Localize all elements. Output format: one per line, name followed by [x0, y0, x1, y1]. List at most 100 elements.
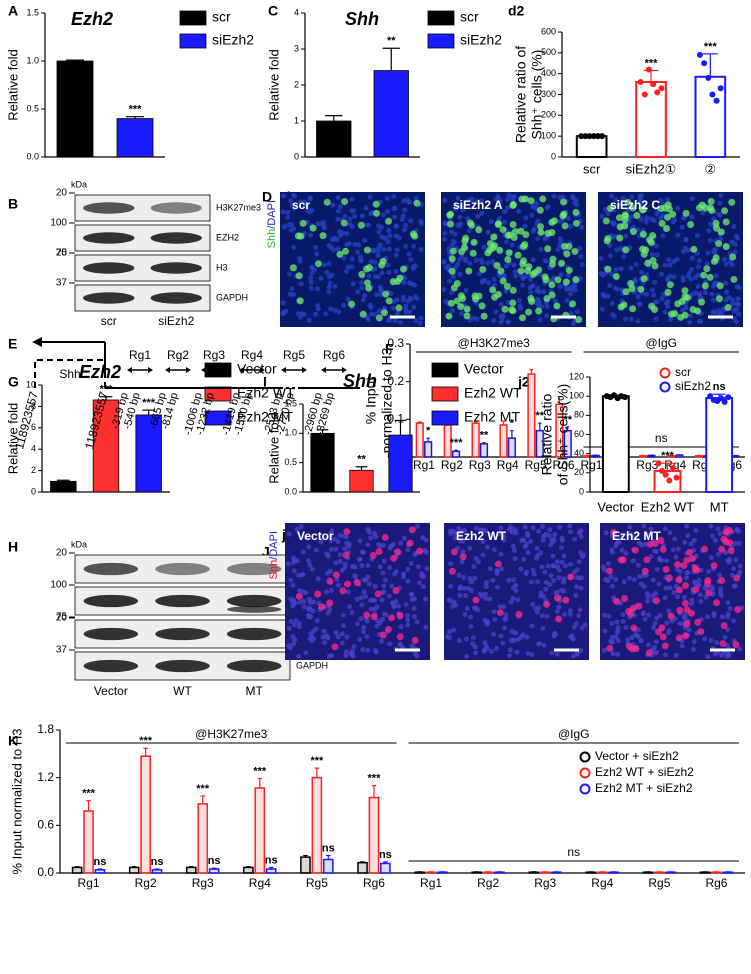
nucleus: [359, 213, 365, 219]
nucleus: [479, 197, 485, 203]
significance: *: [426, 425, 431, 437]
data-point: [590, 133, 597, 140]
data-point: [594, 133, 601, 140]
nucleus: [474, 316, 480, 322]
nucleus: [381, 558, 387, 564]
nucleus: [610, 651, 616, 657]
stained-cell: [373, 209, 381, 217]
nucleus: [473, 650, 479, 656]
nucleus: [296, 572, 302, 578]
nucleus: [324, 589, 330, 595]
nucleus: [698, 599, 704, 605]
nucleus: [502, 625, 508, 631]
stained-cell: [509, 221, 517, 229]
bar: [311, 776, 323, 874]
stained-cell: [715, 295, 723, 303]
nucleus: [704, 261, 710, 267]
nucleus: [301, 598, 307, 604]
stained-cell: [694, 618, 702, 626]
stained-cell: [535, 307, 543, 315]
nucleus: [576, 559, 582, 565]
stained-cell: [561, 222, 569, 230]
stained-cell: [665, 205, 673, 213]
blot-band: [155, 627, 210, 641]
data-point: [586, 133, 593, 140]
region-label: Rg6: [323, 348, 345, 362]
nucleus: [381, 589, 387, 595]
nucleus: [696, 582, 702, 588]
stained-cell: [718, 577, 726, 585]
nucleus: [578, 648, 584, 654]
bar: [140, 755, 151, 874]
stained-cell: [649, 232, 657, 240]
stained-cell: [336, 250, 344, 258]
nucleus: [369, 247, 375, 253]
nucleus: [329, 236, 335, 242]
nucleus: [708, 555, 714, 561]
stained-cell: [645, 649, 653, 657]
nucleus: [293, 618, 299, 624]
stained-cell: [358, 270, 366, 278]
blot-band: [226, 659, 282, 673]
nucleus: [483, 584, 489, 590]
nucleus: [412, 596, 418, 602]
nucleus: [579, 224, 585, 230]
nucleus: [568, 634, 574, 640]
nucleus: [654, 252, 660, 258]
nucleus: [309, 566, 315, 572]
error-bar: [325, 114, 343, 121]
stained-cell: [363, 246, 371, 254]
nucleus: [468, 579, 474, 585]
nucleus: [459, 310, 465, 316]
stained-cell: [663, 224, 671, 232]
nucleus: [732, 316, 738, 322]
nucleus: [605, 561, 611, 567]
stained-cell: [651, 262, 659, 270]
nucleus: [601, 647, 607, 653]
protein-label: EZH2: [216, 232, 239, 242]
nucleus: [646, 612, 652, 618]
legend-label: Vector: [237, 361, 277, 377]
stained-cell: [683, 556, 691, 564]
nucleus: [354, 596, 360, 602]
nucleus: [722, 634, 728, 640]
nucleus: [484, 544, 490, 550]
stained-cell: [643, 556, 651, 564]
nucleus: [486, 280, 492, 286]
stained-cell: [363, 611, 371, 619]
nucleus: [521, 556, 527, 562]
data-point: [658, 85, 665, 92]
nucleus: [327, 568, 333, 574]
nucleus: [357, 636, 363, 642]
panel-label: d2: [508, 3, 525, 19]
y-axis-label: Relative fold: [266, 412, 281, 484]
nucleus: [452, 535, 458, 541]
nucleus: [535, 218, 541, 224]
nucleus: [543, 258, 549, 264]
nucleus: [362, 292, 368, 298]
nucleus: [723, 261, 729, 267]
nucleus: [335, 539, 341, 545]
error-bar: [99, 396, 113, 400]
y-tick-label: 3: [294, 43, 299, 53]
nucleus: [464, 606, 470, 612]
nucleus: [403, 309, 409, 315]
stained-cell: [602, 217, 610, 225]
stained-cell: [296, 297, 304, 305]
stained-cell: [359, 310, 367, 318]
nucleus: [372, 584, 378, 590]
nucleus: [716, 307, 722, 313]
nucleus: [520, 282, 526, 288]
stained-cell: [622, 288, 630, 296]
x-tick-label: Rg1: [420, 876, 442, 890]
nucleus: [406, 199, 412, 205]
stained-cell: [471, 292, 479, 300]
nucleus: [405, 578, 411, 584]
y-tick-label: 2: [294, 79, 299, 89]
y-tick-label: 10: [26, 379, 36, 389]
blot-band: [83, 627, 139, 641]
nucleus: [406, 251, 412, 257]
stained-cell: [697, 628, 705, 636]
legend-label: siEzh2: [212, 32, 254, 48]
nucleus: [335, 195, 341, 201]
